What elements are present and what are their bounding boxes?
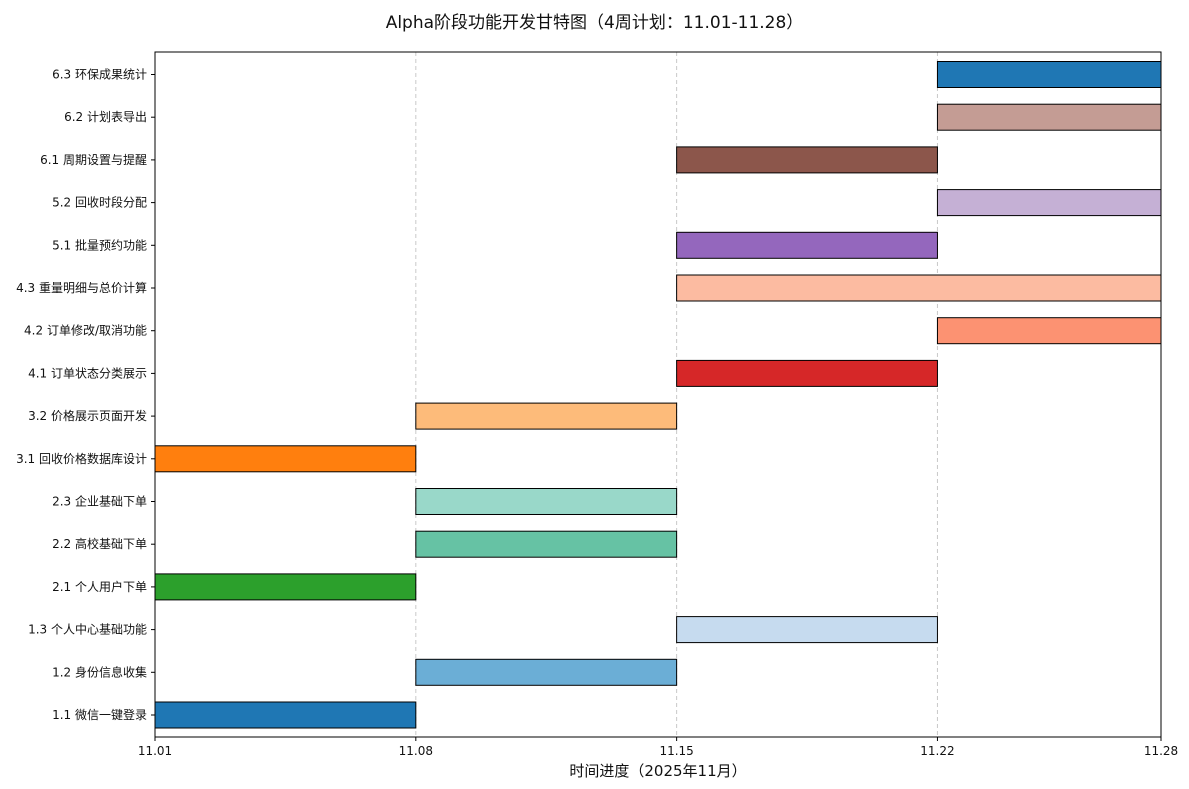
y-tick-label: 5.1 批量预约功能 [52, 237, 147, 252]
task-bar [676, 274, 1162, 302]
y-tick-label: 1.1 微信一键登录 [52, 707, 147, 722]
grid-lines [154, 52, 1162, 737]
task-bar [415, 488, 678, 515]
x-tick-label: 11.15 [659, 744, 693, 758]
task-bar [676, 231, 938, 259]
task-bar [936, 103, 1162, 131]
x-axis-label: 时间进度（2025年11月） [569, 762, 747, 780]
y-tick-label: 3.2 价格展示页面开发 [28, 408, 147, 423]
y-tick-label: 6.1 周期设置与提醒 [40, 152, 147, 167]
y-tick-label: 2.3 企业基础下单 [52, 494, 147, 509]
task-bar [676, 146, 938, 174]
task-bar [415, 402, 678, 430]
y-tick-label: 6.3 环保成果统计 [52, 68, 147, 82]
plot-frame [154, 51, 1162, 738]
x-tick-label: 11.01 [138, 744, 172, 758]
y-tick-label: 1.2 身份信息收集 [52, 664, 147, 679]
y-tick-label: 4.1 订单状态分类展示 [28, 366, 147, 380]
y-tick-label: 3.1 回收价格数据库设计 [16, 451, 147, 466]
task-bar [936, 61, 1162, 88]
y-tick-label: 2.2 高校基础下单 [52, 536, 147, 551]
x-tick-label: 11.08 [399, 744, 433, 758]
y-tick-label: 6.2 计划表导出 [64, 110, 147, 124]
x-tick-label: 11.28 [1144, 744, 1178, 758]
task-bar [415, 658, 678, 686]
task-bar [936, 189, 1162, 217]
y-tick-label: 1.3 个人中心基础功能 [28, 622, 147, 637]
task-bar [154, 445, 417, 473]
y-tick-label: 4.3 重量明细与总价计算 [16, 280, 147, 295]
task-bar [676, 359, 938, 387]
task-bar [154, 573, 417, 601]
task-bars [154, 61, 1162, 729]
chart-title: Alpha阶段功能开发甘特图（4周计划：11.01-11.28） [385, 13, 804, 33]
y-tick-label: 2.1 个人用户下单 [52, 579, 147, 594]
task-bar [676, 616, 938, 644]
x-tick-label: 11.22 [920, 744, 954, 758]
task-bar [415, 530, 678, 558]
y-tick-label: 4.2 订单修改/取消功能 [24, 323, 147, 338]
task-bar [936, 317, 1162, 345]
axes: 1.1 微信一键登录 1.2 身份信息收集 1.3 个人中心基础功能 2.1 个人用户… [16, 51, 1178, 758]
task-bar [154, 701, 417, 729]
y-tick-label: 5.2 回收时段分配 [52, 195, 147, 210]
